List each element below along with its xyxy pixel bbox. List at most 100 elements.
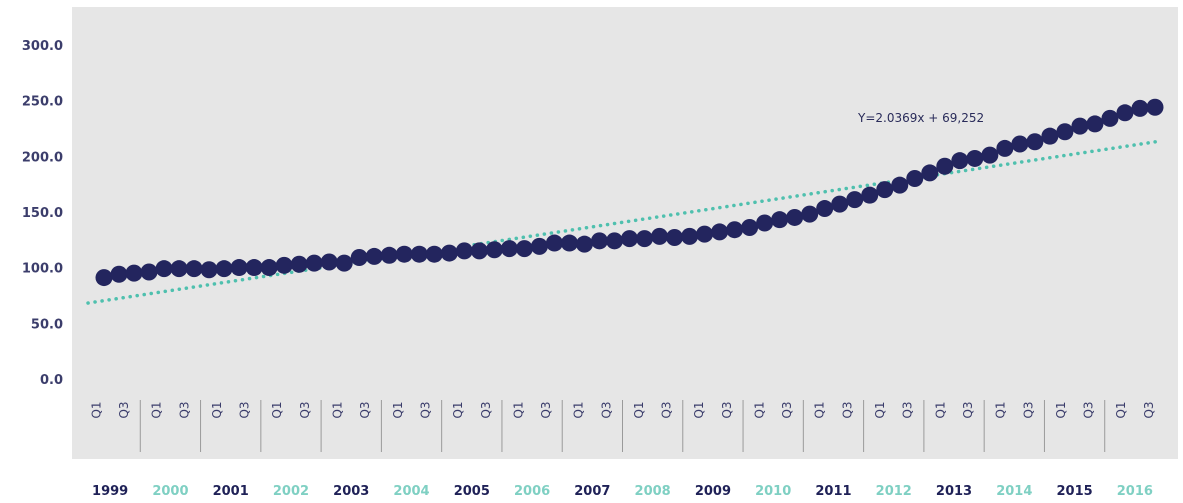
x-quarter-label: Q3 [1082,401,1096,418]
x-quarter-label: Q3 [1021,401,1035,418]
data-point [1101,109,1119,127]
data-point [515,240,533,258]
x-quarter-label: Q3 [1142,401,1156,418]
trendline-equation: Y=2.0369x + 69,252 [857,111,984,125]
x-quarter-label: Q1 [572,401,586,418]
x-quarter-label: Q1 [330,401,344,418]
x-quarter-label: Q3 [720,401,734,418]
x-quarter-label: Q1 [511,401,525,418]
data-point [395,245,413,263]
data-point [125,264,143,282]
data-point [545,234,563,252]
data-point [530,237,548,255]
data-point [636,230,654,248]
data-point [605,232,623,250]
data-point [305,254,323,272]
x-year-label: 2005 [454,484,490,499]
x-year-label: 2013 [936,484,972,499]
data-point [861,186,879,204]
data-point [891,176,909,194]
data-point [1011,135,1029,153]
data-point [590,232,608,250]
x-quarter-label: Q3 [539,401,553,418]
x-quarter-label: Q1 [451,401,465,418]
x-year-label: 2008 [635,484,671,499]
x-quarter-label: Q3 [117,401,131,418]
x-quarter-label: Q3 [238,401,252,418]
data-point [335,254,353,272]
data-point [951,152,969,170]
data-point [410,245,428,263]
data-point [1146,98,1164,116]
x-quarter-label: Q1 [692,401,706,418]
x-quarter-label: Q1 [89,401,103,418]
x-year-label: 2010 [755,484,791,499]
data-point [786,208,804,226]
x-year-label: 2015 [1056,484,1092,499]
x-quarter-label: Q1 [752,401,766,418]
data-point [1041,127,1059,145]
trendline [86,139,1160,305]
x-year-label: 2016 [1117,484,1153,499]
x-quarter-label: Q3 [418,401,432,418]
y-tick-label: 300.0 [22,39,63,54]
data-point [846,191,864,209]
data-point [981,146,999,164]
data-point [816,200,834,218]
y-tick-label: 50.0 [31,317,63,332]
x-axis: Q1 Q3 1999 Q1 Q3 2000 Q1 Q3 2001 Q1 Q3 2002 Q1 Q3 2003… [89,400,1156,499]
x-quarter-label: Q3 [961,401,975,418]
data-point [170,260,188,278]
data-point [215,260,233,278]
x-quarter-label: Q1 [210,401,224,418]
data-point [921,164,939,182]
x-quarter-label: Q3 [358,401,372,418]
data-point [245,259,263,277]
x-year-label: 2012 [876,484,912,499]
data-point [155,260,173,278]
data-point [185,260,203,278]
x-quarter-label: Q1 [391,401,405,418]
data-point [1131,99,1149,117]
x-quarter-label: Q1 [933,401,947,418]
data-point [711,223,729,241]
x-quarter-label: Q3 [479,401,493,418]
data-point [936,157,954,175]
data-point [666,228,684,246]
y-axis: 0.0 50.0 100.0 150.0 200.0 250.0 300.0 [22,39,63,388]
x-quarter-label: Q1 [873,401,887,418]
data-point [110,265,128,283]
data-point [1116,104,1134,122]
data-point [575,235,593,253]
data-point [290,255,308,273]
x-quarter-label: Q3 [599,401,613,418]
x-quarter-label: Q1 [1114,401,1128,418]
x-quarter-label: Q1 [270,401,284,418]
data-point [876,181,894,199]
x-year-label: 2002 [273,484,309,499]
data-point [1026,133,1044,151]
x-year-label: 2003 [333,484,369,499]
data-point [260,259,278,277]
x-year-label: 2004 [393,484,429,499]
y-tick-label: 100.0 [22,262,63,277]
data-point [651,227,669,245]
data-point [425,245,443,263]
data-point [440,244,458,262]
x-year-label: 2007 [574,484,610,499]
data-point [380,246,398,264]
data-point [771,211,789,229]
data-point [455,242,473,260]
data-point [230,259,248,277]
data-point [365,247,383,265]
x-quarter-label: Q3 [901,401,915,418]
x-quarter-label: Q1 [150,401,164,418]
data-point [275,256,293,274]
data-point [966,149,984,167]
x-quarter-label: Q3 [177,401,191,418]
x-year-label: 2011 [815,484,851,499]
data-point [1086,115,1104,133]
x-quarter-label: Q3 [780,401,794,418]
x-year-label: 2001 [213,484,249,499]
data-point [621,230,638,248]
